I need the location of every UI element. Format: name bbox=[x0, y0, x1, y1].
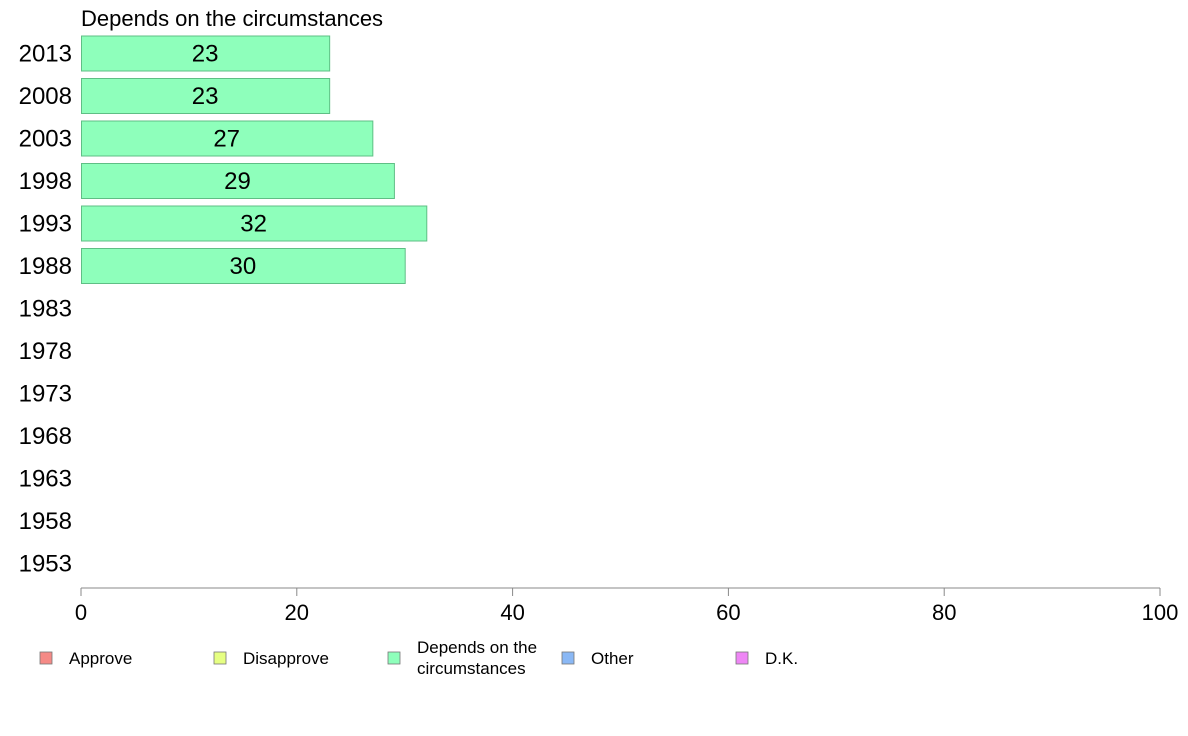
legend-label: Disapprove bbox=[243, 649, 329, 668]
bar-value-label: 30 bbox=[229, 253, 256, 280]
x-tick-label: 100 bbox=[1142, 600, 1179, 625]
legend-swatch bbox=[735, 651, 749, 665]
y-tick-label: 1963 bbox=[19, 466, 72, 493]
bar bbox=[81, 205, 428, 242]
y-tick-label: 1978 bbox=[19, 338, 72, 365]
bar-value-label: 23 bbox=[192, 41, 219, 68]
y-tick-label: 1998 bbox=[19, 168, 72, 195]
y-tick-label: 2003 bbox=[19, 126, 72, 153]
bar-value-label: 32 bbox=[240, 211, 267, 238]
bar bbox=[81, 248, 406, 284]
y-tick-label: 2008 bbox=[19, 83, 72, 110]
bar bbox=[81, 35, 331, 72]
bar-value-label: 27 bbox=[213, 126, 240, 153]
y-tick-label: 2013 bbox=[19, 41, 72, 68]
legend-label: Depends on the circumstances bbox=[417, 638, 537, 678]
x-tick-label: 40 bbox=[500, 600, 524, 625]
y-tick-label: 1953 bbox=[19, 551, 72, 578]
legend-label: Other bbox=[591, 649, 634, 668]
chart-title: Depends on the circumstances bbox=[81, 6, 383, 31]
bar bbox=[81, 163, 395, 199]
legend: Approve Disapprove Depends on the circumsta… bbox=[39, 638, 798, 678]
x-tick-label: 20 bbox=[285, 600, 309, 625]
y-tick-label: 1958 bbox=[19, 508, 72, 535]
y-tick-label: 1983 bbox=[19, 296, 72, 323]
bar-value-label: 23 bbox=[192, 83, 219, 110]
x-tick-label: 0 bbox=[75, 600, 87, 625]
y-tick-label: 1973 bbox=[19, 381, 72, 408]
x-ticks: 0 20 40 60 80 100 bbox=[75, 588, 1178, 625]
legend-swatch bbox=[39, 651, 53, 665]
legend-swatch bbox=[561, 651, 575, 665]
y-tick-label: 1988 bbox=[19, 253, 72, 280]
x-tick-label: 60 bbox=[716, 600, 740, 625]
x-tick-label: 80 bbox=[932, 600, 956, 625]
legend-swatch bbox=[387, 651, 401, 665]
bar-value-label: 29 bbox=[224, 168, 251, 195]
bar bbox=[81, 78, 331, 114]
y-tick-label: 1968 bbox=[19, 423, 72, 450]
y-tick-label: 1993 bbox=[19, 211, 72, 238]
legend-label: D.K. bbox=[765, 649, 798, 668]
legend-label: Approve bbox=[69, 649, 132, 668]
bars-group: 23 23 27 29 32 30 bbox=[81, 35, 428, 284]
y-tick-labels: 2013 2008 2003 1998 1993 1988 1983 1978 1973 1968… bbox=[19, 41, 72, 578]
bar bbox=[81, 120, 374, 157]
legend-swatch bbox=[213, 651, 227, 665]
